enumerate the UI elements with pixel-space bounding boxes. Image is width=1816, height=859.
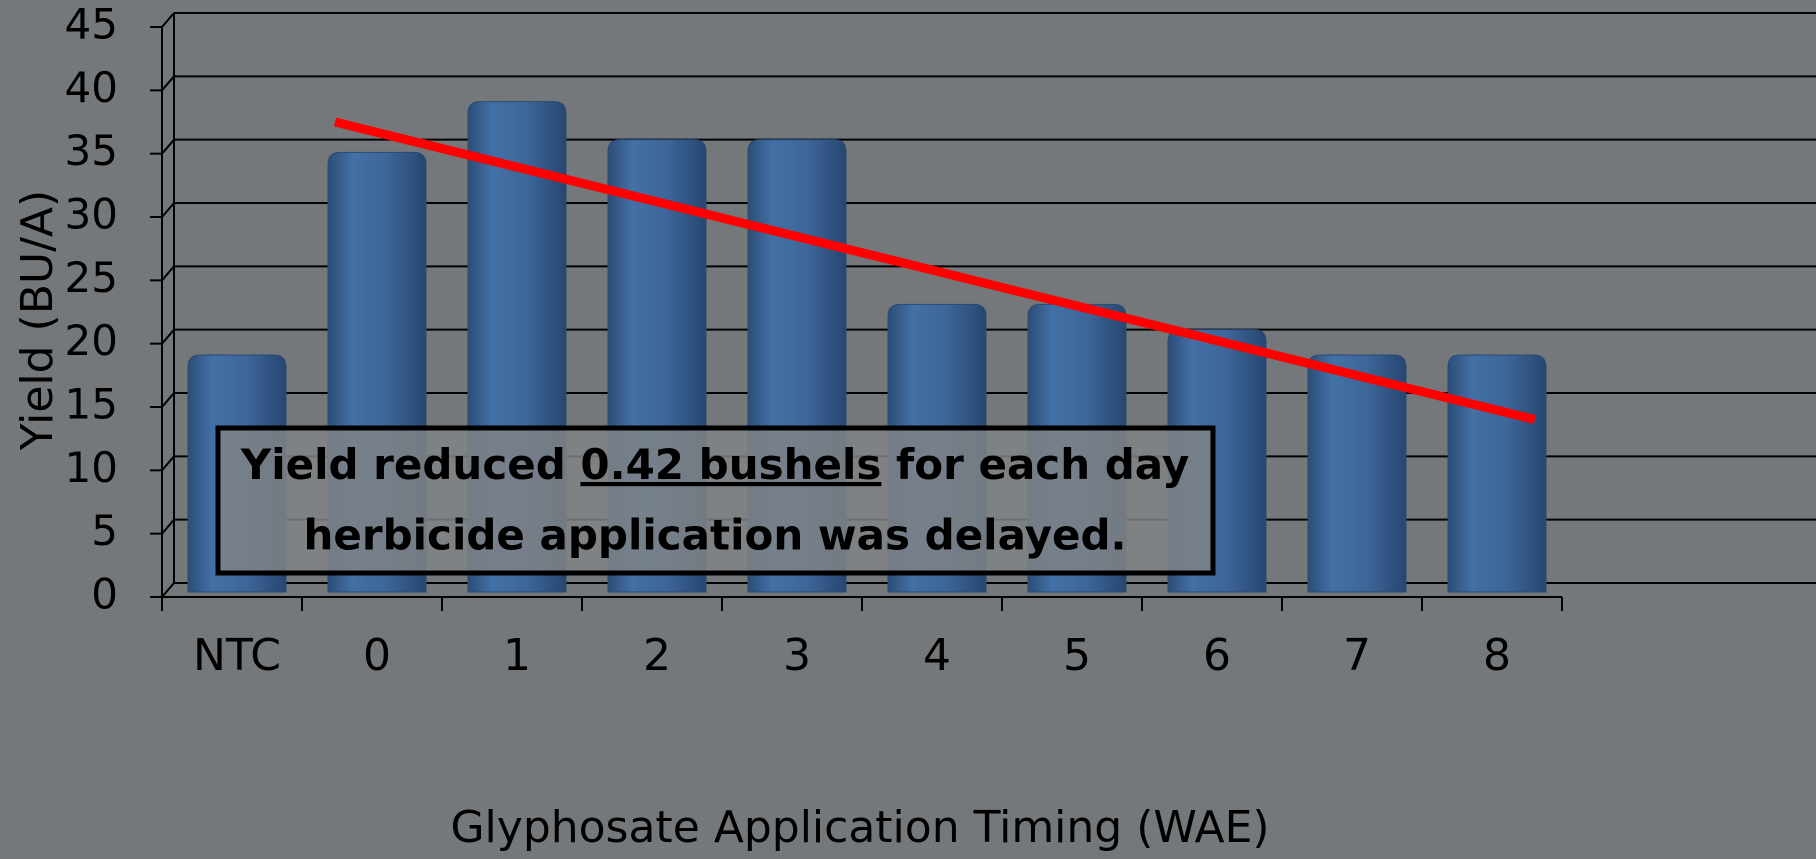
annotation-text: 0.42 bushels (580, 440, 881, 489)
grid-line-side (161, 139, 175, 155)
annotation-text: Yield reduced (240, 440, 581, 489)
y-tick-label: 35 (65, 126, 118, 175)
x-tick-label: 2 (643, 630, 671, 681)
y-tick-label: 0 (91, 570, 118, 619)
annotation-line: Yield reduced 0.42 bushels for each day (240, 440, 1189, 489)
grid-line-side (161, 265, 175, 281)
annotation-box (215, 425, 1216, 576)
x-tick-label: 6 (1203, 630, 1231, 681)
y-tick-label: 20 (65, 316, 118, 365)
bar (1447, 354, 1547, 593)
x-tick-label: 0 (363, 630, 391, 681)
bar (1307, 354, 1407, 593)
y-tick-label: 40 (65, 63, 118, 112)
y-tick-label: 30 (65, 190, 118, 239)
grid-line-side (161, 392, 175, 408)
annotation-text: herbicide application was delayed. (303, 511, 1126, 560)
y-tick-label: 10 (65, 443, 118, 492)
x-tick-label: 7 (1343, 630, 1371, 681)
grid-line-side (161, 329, 175, 345)
y-tick-label: 5 (91, 506, 118, 555)
grid-line-side (161, 12, 175, 28)
x-tick-label: 1 (503, 630, 531, 681)
x-tick-label: 8 (1483, 630, 1511, 681)
grid-line-side (161, 202, 175, 218)
y-tick-label: 25 (65, 253, 118, 302)
grid-line-side (161, 582, 175, 598)
annotation-text: for each day (881, 440, 1189, 489)
y-axis-title: Yield (BU/A) (12, 190, 63, 451)
trend-line (333, 117, 1536, 424)
x-tick-label: 3 (783, 630, 811, 681)
x-axis-title: Glyphosate Application Timing (WAE) (450, 802, 1269, 853)
x-tick-label: 5 (1063, 630, 1091, 681)
x-tick-label: 4 (923, 630, 951, 681)
y-tick-label: 15 (65, 380, 118, 429)
grid-line-side (161, 519, 175, 535)
y-tick-label: 45 (65, 0, 118, 49)
grid-line-side (161, 75, 175, 91)
grid-line-side (161, 455, 175, 471)
x-tick-label: NTC (193, 630, 281, 681)
